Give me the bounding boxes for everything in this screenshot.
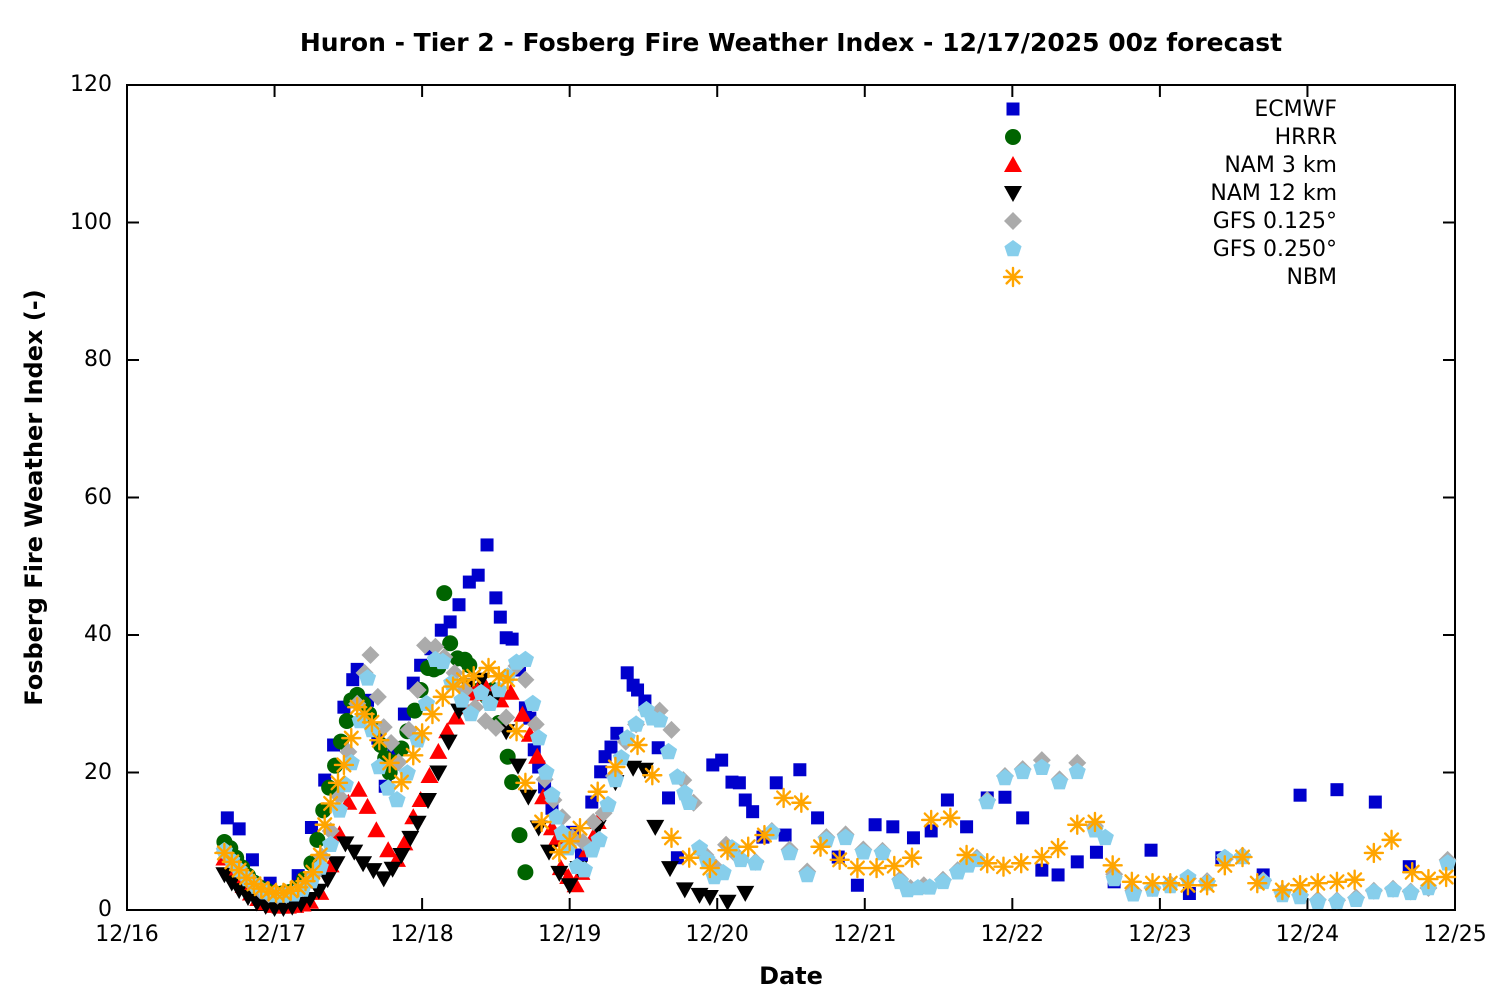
- x-tick-label: 12/17: [242, 922, 307, 947]
- square-marker-icon: [1006, 102, 1020, 116]
- y-tick-label: 0: [98, 897, 112, 922]
- series-nbm: [214, 657, 1457, 904]
- legend-label: NBM: [1286, 265, 1337, 290]
- x-tick-label: 12/20: [685, 922, 749, 947]
- asterisk-marker-icon: [1002, 266, 1024, 288]
- legend-label: ECMWF: [1254, 97, 1337, 122]
- y-tick-label: 40: [84, 622, 112, 647]
- x-tick-label: 12/23: [1128, 922, 1192, 947]
- triangle-down-marker-icon: [1004, 186, 1022, 202]
- legend-item-hrrr: HRRR: [1000, 124, 1420, 152]
- legend-item-gfs-0-125-: GFS 0.125°: [1000, 208, 1420, 236]
- x-tick-label: 12/21: [833, 922, 897, 947]
- y-tick-label: 20: [84, 759, 112, 785]
- legend-item-gfs-0-250-: GFS 0.250°: [1000, 236, 1420, 264]
- legend-item-nbm: NBM: [1000, 264, 1420, 292]
- pentagon-marker-icon: [1004, 240, 1022, 257]
- x-tick-label: 12/24: [1275, 922, 1340, 947]
- x-tick-label: 12/19: [537, 922, 602, 947]
- y-tick-label: 60: [84, 484, 112, 510]
- legend-label: NAM 12 km: [1210, 181, 1337, 206]
- y-tick-label: 120: [70, 72, 112, 97]
- legend-label: HRRR: [1274, 125, 1337, 150]
- legend-label: GFS 0.125°: [1212, 209, 1337, 234]
- chart-title: Huron - Tier 2 - Fosberg Fire Weather In…: [299, 28, 1283, 57]
- x-tick-label: 12/22: [980, 922, 1045, 947]
- legend-label: GFS 0.250°: [1212, 237, 1337, 262]
- y-tick-label: 100: [70, 209, 112, 235]
- legend-label: NAM 3 km: [1224, 153, 1337, 178]
- circle-marker-icon: [1005, 129, 1021, 145]
- x-tick-label: 12/16: [95, 922, 159, 947]
- y-tick-label: 80: [84, 347, 112, 372]
- legend-item-nam-12-km: NAM 12 km: [1000, 180, 1420, 208]
- x-tick-label: 12/18: [390, 922, 454, 947]
- x-axis-label: Date: [759, 962, 823, 990]
- axis-ticks: [126, 84, 1456, 911]
- legend-item-nam-3-km: NAM 3 km: [1000, 152, 1420, 180]
- x-tick-label: 12/25: [1423, 922, 1487, 947]
- triangle-up-marker-icon: [1004, 156, 1022, 172]
- diamond-marker-icon: [1004, 212, 1022, 230]
- legend-item-ecmwf: ECMWF: [1000, 96, 1420, 124]
